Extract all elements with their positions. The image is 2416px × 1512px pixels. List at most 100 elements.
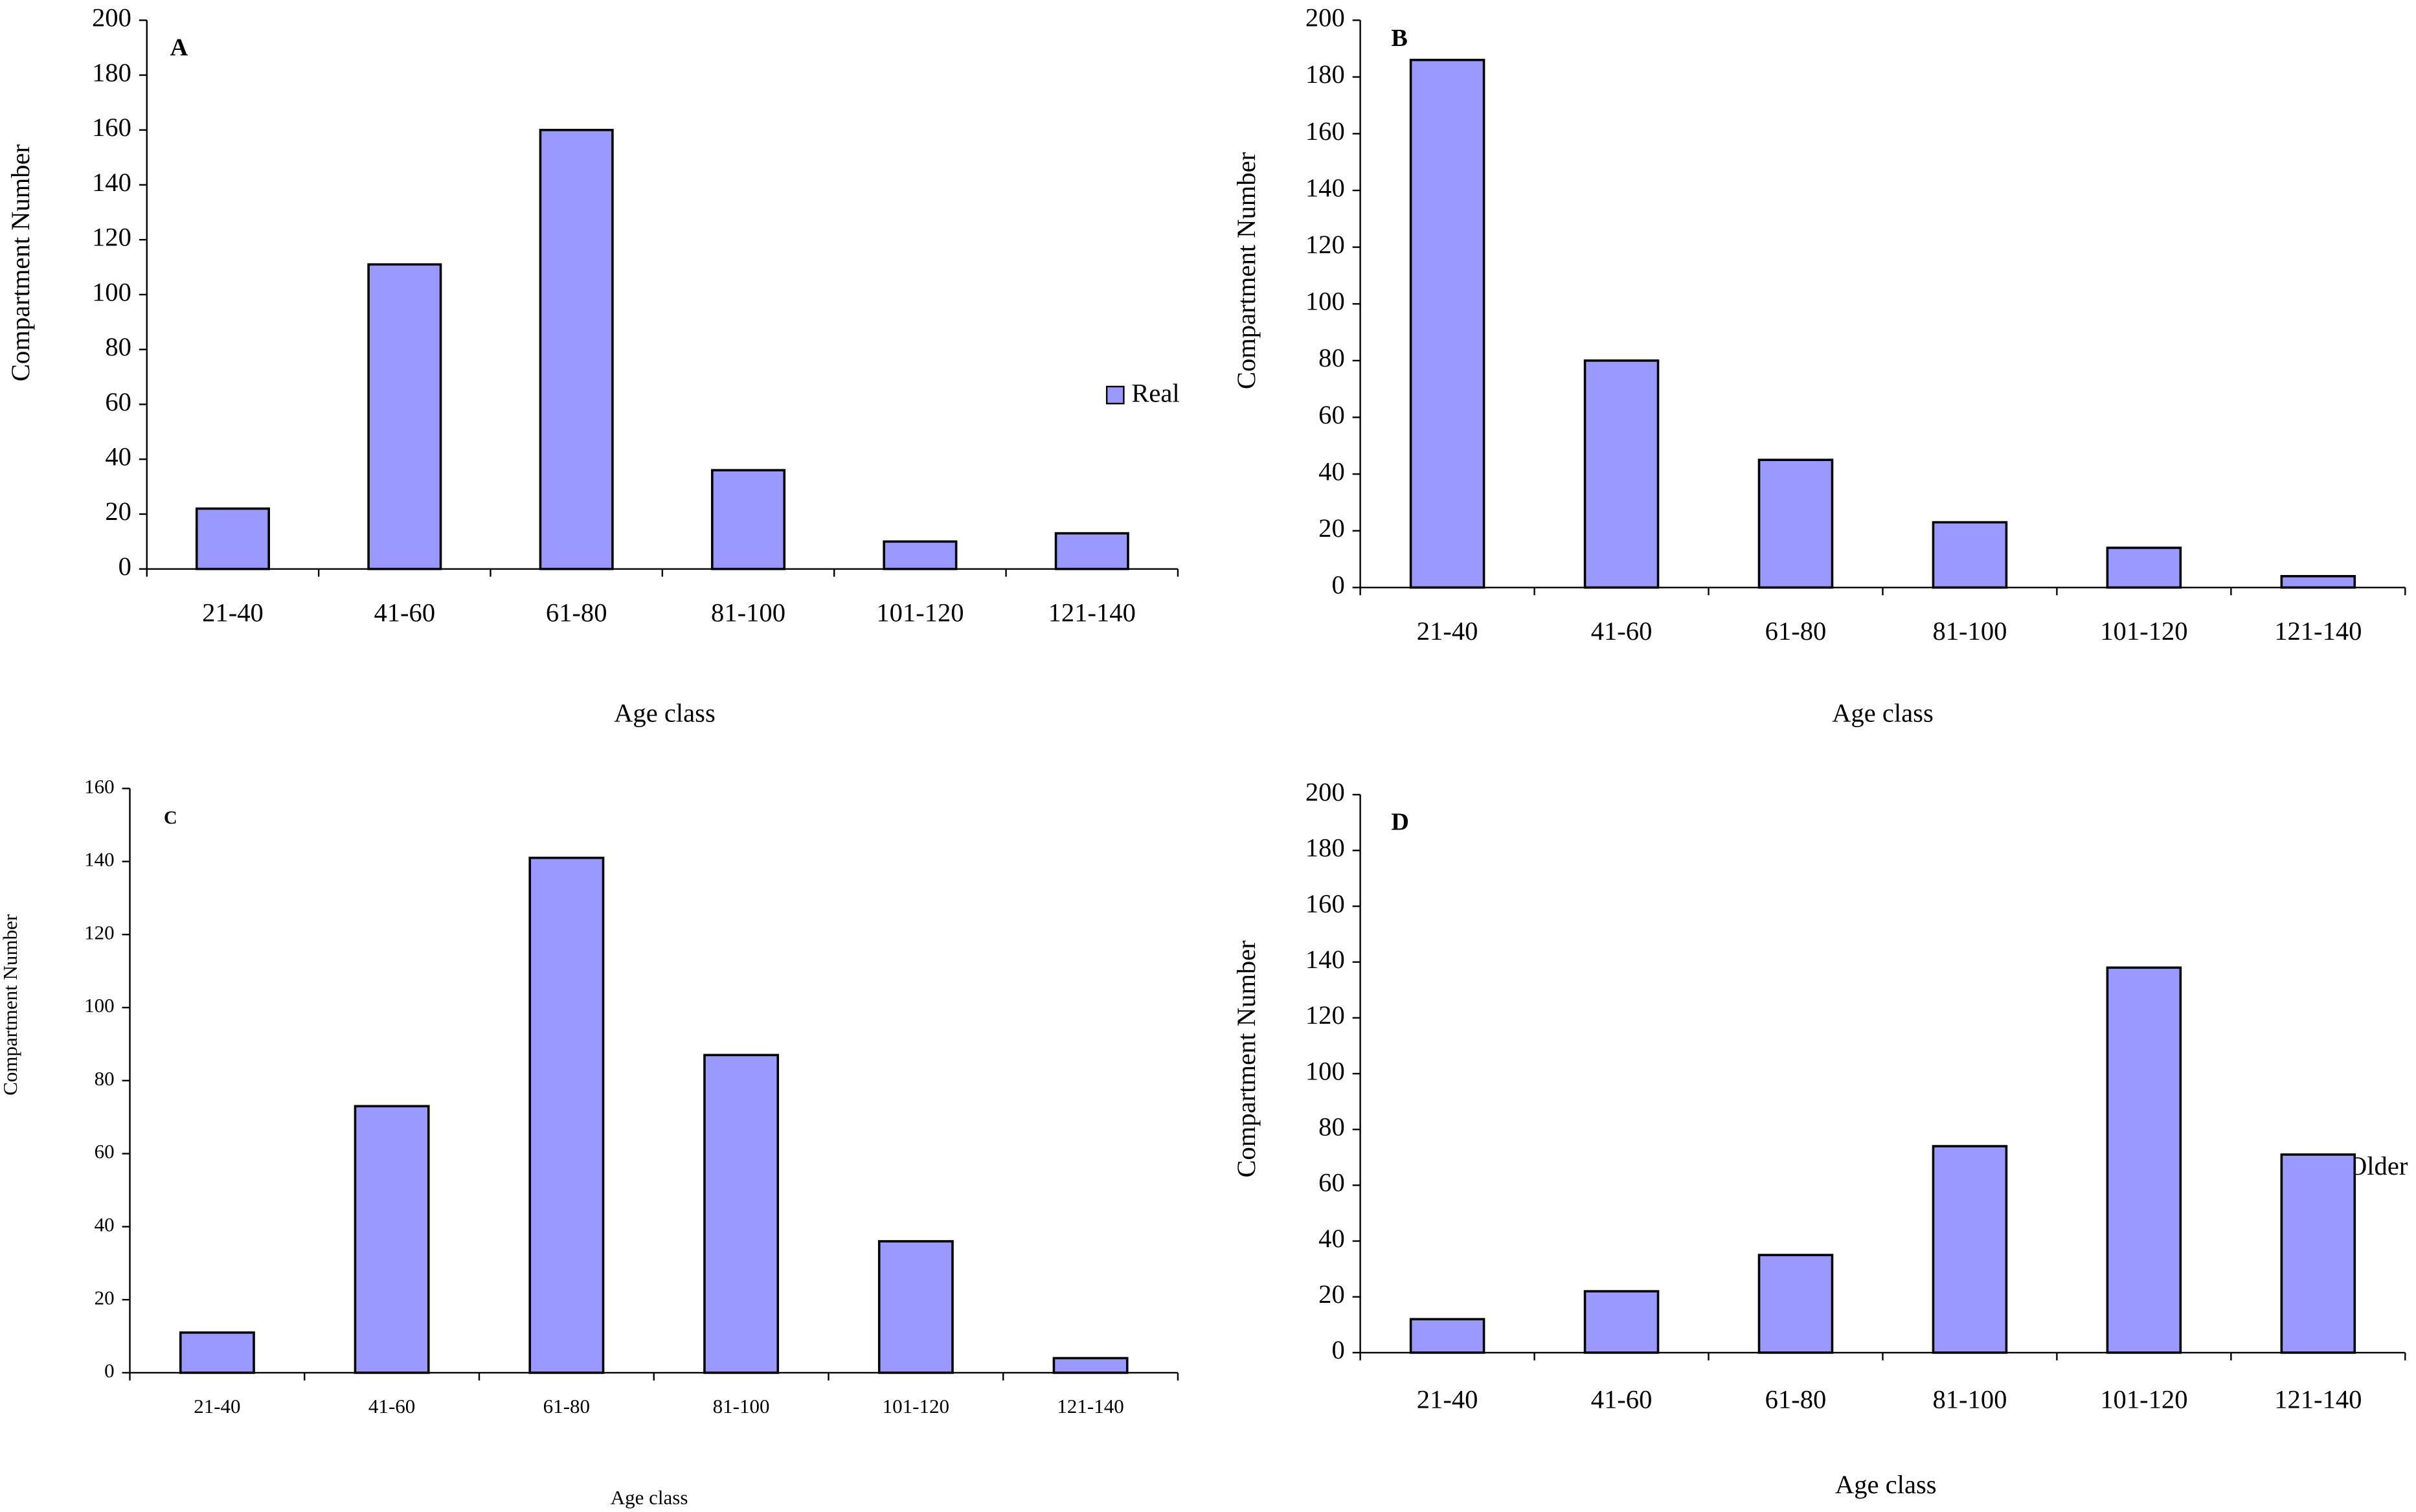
x-axis-label: Age class [1832, 699, 1934, 728]
legend-label: Real [1131, 379, 1179, 408]
y-tick-label: 160 [1305, 889, 1345, 918]
bar [883, 540, 958, 570]
panel-label: B [1391, 25, 1407, 52]
bar [1409, 58, 1485, 589]
bar [877, 1240, 954, 1374]
bar [2106, 547, 2182, 589]
chart-panel: 0 20 40 60 80 100 120 140 160 180 200 21-40 41-60 61-… [1232, 777, 2408, 1498]
panel-label: D [1391, 808, 1409, 835]
bar [1583, 1290, 1660, 1354]
chart-panel: 0 20 40 60 80 100 120 140 160 21-40 41-60 61-80 81-1… [0, 775, 1179, 1509]
legend-swatch [1105, 385, 1125, 405]
x-tick-label: 41-60 [374, 598, 435, 627]
y-axis-label: Compartment Number [1232, 940, 1261, 1178]
chart-panel: 0 20 40 60 80 100 120 140 160 180 200 21-40 41-60 61-… [6, 3, 1180, 728]
bar [2280, 1153, 2356, 1354]
bar [1757, 1254, 1834, 1354]
y-tick-label: 180 [1305, 833, 1345, 863]
y-tick-label: 80 [1318, 343, 1345, 372]
x-tick-label: 121-140 [2274, 616, 2362, 646]
y-tick-label: 160 [92, 113, 131, 142]
bar [1757, 458, 1834, 589]
y-tick-label: 160 [1305, 117, 1345, 146]
y-tick-label: 60 [105, 387, 131, 416]
y-axis-label: Compartment Number [0, 914, 21, 1096]
x-tick-label: 101-120 [883, 1395, 949, 1417]
x-tick-label: 21-40 [202, 598, 264, 627]
y-tick-label: 100 [1305, 1056, 1345, 1085]
x-tick-label: 121-140 [1057, 1395, 1123, 1417]
y-tick-label: 140 [84, 848, 115, 871]
x-tick-label: 21-40 [1417, 616, 1478, 646]
y-tick-label: 100 [84, 994, 115, 1017]
y-tick-label: 140 [92, 168, 131, 197]
bar [179, 1331, 255, 1374]
bar [539, 128, 614, 570]
x-tick-label: 81-100 [713, 1395, 770, 1417]
y-tick-label: 0 [1331, 570, 1344, 600]
x-tick-label: 61-80 [1765, 1385, 1827, 1414]
bar [528, 856, 605, 1374]
x-axis-label: Age class [611, 1486, 688, 1509]
bar [2106, 966, 2182, 1354]
x-tick-label: 21-40 [1417, 1385, 1478, 1414]
x-tick-label: 81-100 [1932, 1385, 2007, 1414]
bar [367, 263, 442, 570]
bar [1932, 521, 2008, 589]
y-tick-label: 120 [84, 921, 115, 943]
chart-panel: 0 20 40 60 80 100 120 140 160 180 200 21-40 41-60 61-… [1232, 3, 2406, 728]
y-tick-label: 200 [1305, 3, 1345, 32]
x-tick-label: 101-120 [2100, 1385, 2187, 1414]
y-tick-label: 80 [95, 1067, 115, 1090]
y-tick-label: 140 [1305, 945, 1345, 974]
y-tick-label: 0 [1331, 1335, 1344, 1364]
x-tick-label: 41-60 [368, 1395, 415, 1417]
y-tick-label: 20 [1318, 513, 1345, 543]
bar [703, 1054, 780, 1374]
y-tick-label: 60 [1318, 400, 1345, 429]
bar [1052, 1357, 1129, 1374]
x-axis-label: Age class [1835, 1470, 1937, 1499]
x-tick-label: 41-60 [1591, 1385, 1653, 1414]
y-tick-label: 60 [95, 1140, 115, 1163]
y-tick-label: 120 [1305, 230, 1345, 259]
y-tick-label: 20 [95, 1286, 115, 1309]
bar [711, 469, 786, 570]
x-tick-label: 121-140 [1048, 598, 1136, 627]
y-tick-label: 200 [1305, 777, 1345, 806]
y-tick-label: 100 [92, 277, 131, 306]
x-tick-label: 61-80 [546, 598, 607, 627]
y-tick-label: 20 [105, 497, 131, 526]
bar [195, 507, 270, 570]
y-axis-label: Compartment Number [1232, 152, 1261, 389]
panel-label: A [170, 34, 188, 61]
y-tick-label: 140 [1305, 173, 1345, 202]
bar [1583, 359, 1660, 589]
y-tick-label: 0 [119, 552, 131, 581]
y-tick-label: 180 [92, 58, 131, 87]
y-tick-label: 20 [1318, 1280, 1345, 1309]
y-tick-label: 160 [84, 775, 115, 798]
y-tick-label: 60 [1318, 1168, 1345, 1197]
x-tick-label: 121-140 [2274, 1385, 2362, 1414]
x-tick-label: 81-100 [711, 598, 785, 627]
x-tick-label: 101-120 [876, 598, 964, 627]
bar [1054, 532, 1129, 570]
y-tick-label: 100 [1305, 287, 1345, 316]
bar [2280, 574, 2356, 589]
x-tick-label: 61-80 [1765, 616, 1827, 646]
y-tick-label: 180 [1305, 60, 1345, 89]
x-tick-label: 81-100 [1932, 616, 2007, 646]
bar [1409, 1318, 1485, 1354]
y-tick-label: 80 [105, 332, 131, 361]
x-tick-label: 101-120 [2100, 616, 2187, 646]
y-tick-label: 40 [95, 1213, 115, 1236]
y-tick-label: 200 [92, 3, 131, 32]
x-tick-label: 41-60 [1591, 616, 1653, 646]
y-tick-label: 40 [1318, 1224, 1345, 1253]
y-tick-label: 120 [1305, 1000, 1345, 1030]
bar [354, 1105, 430, 1374]
bar [1932, 1145, 2008, 1354]
